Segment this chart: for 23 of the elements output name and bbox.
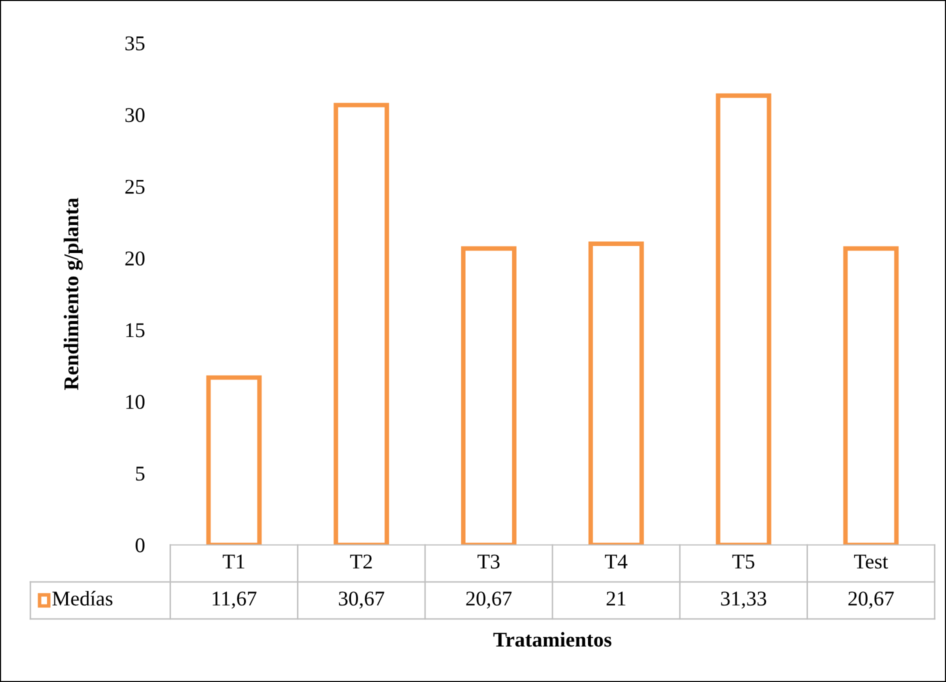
y-tick-label: 30 [125, 108, 144, 122]
x-tick-label: T4 [604, 554, 628, 568]
data-label: 31,33 [721, 592, 766, 609]
y-tick-label: 15 [126, 323, 144, 338]
x-tick-label: T2 [350, 554, 372, 568]
x-tick-label: T1 [222, 554, 244, 568]
y-tick-label: 10 [126, 394, 144, 409]
data-label: 21 [606, 592, 626, 606]
legend-label: Medías [52, 590, 112, 606]
data-label: 20,67 [848, 592, 894, 609]
x-tick-label: Test [854, 554, 888, 569]
data-label: 20,67 [466, 592, 512, 609]
y-axis-title: Rendimiento g/planta [64, 198, 83, 390]
data-label: 11,67 [212, 592, 256, 609]
data-label: 30,67 [338, 592, 384, 609]
y-tick-label: 35 [125, 36, 144, 50]
x-axis-title: Tratamientos [493, 632, 612, 647]
y-tick-label: 0 [136, 538, 144, 552]
y-tick-label: 25 [125, 180, 144, 194]
y-tick-label: 5 [136, 466, 144, 481]
x-tick-label: T3 [478, 554, 500, 569]
x-tick-label: T5 [732, 554, 754, 569]
y-tick-label: 20 [125, 251, 144, 266]
